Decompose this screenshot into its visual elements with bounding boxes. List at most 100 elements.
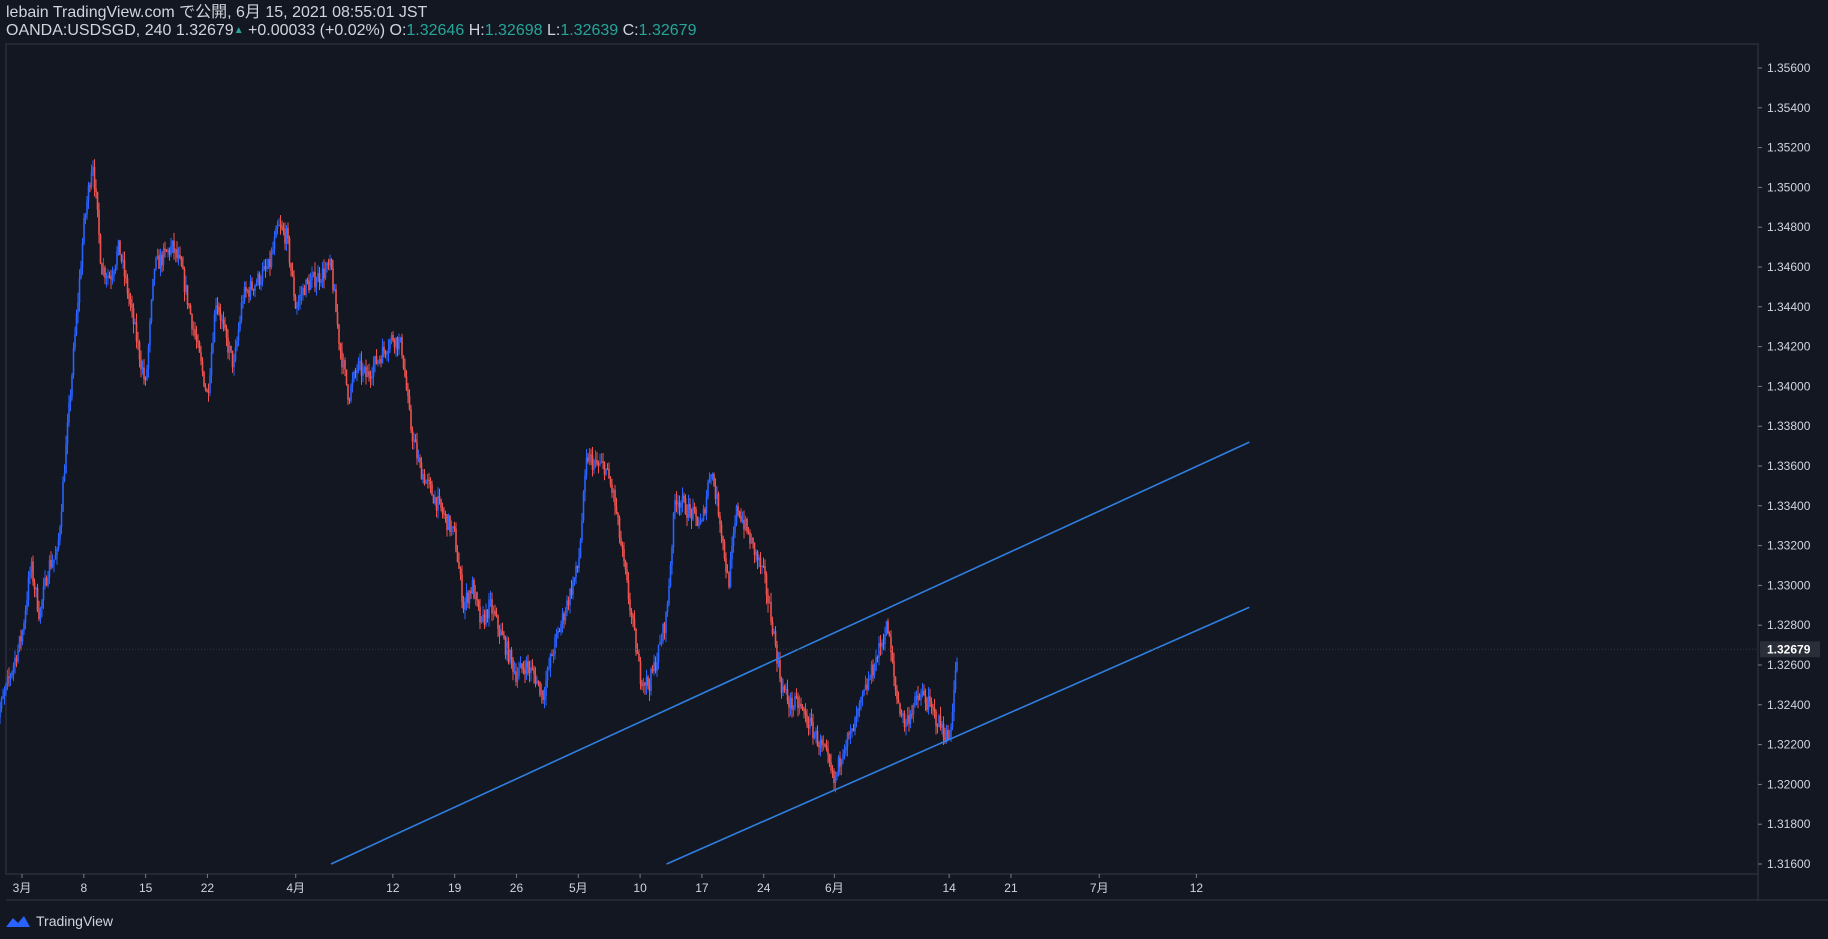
candle-body [335, 289, 337, 313]
candle-body [684, 498, 687, 515]
last-price-tag-label: 1.32679 [1767, 642, 1811, 656]
candle-body [299, 294, 301, 301]
candle-body [62, 481, 64, 512]
candle-body [36, 587, 39, 611]
candle-body [267, 258, 270, 269]
trendline-1[interactable] [330, 441, 1250, 865]
candle-body [719, 515, 721, 525]
candle-body [134, 322, 136, 324]
candle-body [222, 319, 225, 324]
price-axis-label: 1.35200 [1767, 141, 1811, 155]
candle-body [560, 624, 562, 632]
symbol-label[interactable]: OANDA:USDSGD, 240 [6, 22, 172, 39]
candle-body [825, 746, 828, 750]
candle-body [245, 287, 247, 292]
time-axis-label: 3月 [13, 881, 32, 895]
candle-body [384, 350, 387, 355]
candle-body [680, 503, 682, 508]
tradingview-logo[interactable]: TradingView [5, 911, 113, 931]
candle-body [912, 704, 915, 715]
candle-body [762, 565, 765, 567]
candle-body [227, 337, 229, 353]
time-axis[interactable]: 3月 8 15 22 4月 12 19 26 5月 10 17 24 6月 14 21 7月 12 [13, 874, 1204, 895]
candle-body [929, 696, 931, 702]
candle-body [693, 507, 696, 510]
candle-body [464, 601, 466, 610]
candle-body [90, 171, 93, 187]
candle-body [791, 697, 793, 710]
candle-body [242, 300, 244, 303]
candle-body [641, 683, 643, 687]
candle-body [471, 580, 474, 594]
candle-body [750, 537, 753, 544]
candle-body [30, 561, 33, 572]
candle-body [45, 577, 48, 586]
price-axis[interactable]: 1.35600 1.35400 1.35200 1.35000 1.34800 1.346… [1758, 61, 1811, 871]
candle-body [341, 351, 343, 368]
trendline-2[interactable] [666, 606, 1250, 865]
candle-body [189, 305, 192, 315]
candle-body [477, 600, 480, 607]
candle-body [954, 670, 957, 690]
candle-body [953, 689, 955, 713]
candle-body [536, 680, 538, 685]
candle-body [410, 409, 412, 431]
candle-body [104, 267, 106, 278]
candle-body [728, 573, 730, 587]
candle-body [24, 610, 27, 624]
candle-body [218, 306, 220, 313]
candle-body [533, 669, 535, 675]
candle-body [702, 509, 705, 520]
candle-body [27, 577, 30, 601]
candle-body [780, 678, 783, 693]
candle-body [197, 340, 199, 343]
candle-body [53, 559, 55, 564]
candle-body [575, 565, 577, 578]
trendlines-layer[interactable] [330, 441, 1250, 865]
candle-body [500, 630, 502, 636]
time-axis-label: 12 [386, 881, 400, 895]
candle-body [450, 526, 453, 532]
price-axis-label: 1.31600 [1767, 857, 1811, 871]
candle-body [12, 665, 15, 672]
candle-body [225, 327, 228, 338]
candle-body [167, 249, 169, 252]
candle-body [866, 684, 868, 690]
candle-body [392, 335, 394, 341]
candle-body [938, 715, 940, 727]
candle-body [683, 495, 685, 499]
candle-body [882, 643, 885, 645]
candle-body [365, 367, 367, 378]
candle-body [828, 754, 831, 763]
candle-body [794, 696, 796, 707]
candle-body [23, 623, 25, 631]
candle-body [833, 770, 835, 784]
candle-body [282, 228, 285, 232]
candle-body [377, 360, 379, 364]
candle-body [59, 527, 61, 540]
candle-body [234, 347, 237, 361]
price-axis-label: 1.33400 [1767, 499, 1811, 513]
candle-body [482, 614, 484, 617]
candle-body [584, 475, 586, 493]
candle-body [677, 502, 679, 505]
candle-body [65, 444, 67, 474]
candle-body [629, 599, 631, 611]
candle-body [237, 329, 240, 342]
candle-body [729, 559, 732, 587]
candle-body [644, 682, 646, 686]
candle-body [528, 667, 531, 673]
candle-body [240, 302, 243, 321]
candle-body [681, 495, 684, 504]
candle-body [903, 713, 906, 728]
time-axis-label: 8 [80, 881, 87, 895]
candle-body [875, 657, 877, 671]
candle-body [401, 337, 403, 356]
candle-body [246, 290, 249, 292]
candle-body [72, 347, 75, 376]
candle-body [201, 360, 204, 372]
candle-body [587, 457, 589, 462]
candle-body [624, 560, 627, 570]
candle-body [407, 389, 409, 397]
